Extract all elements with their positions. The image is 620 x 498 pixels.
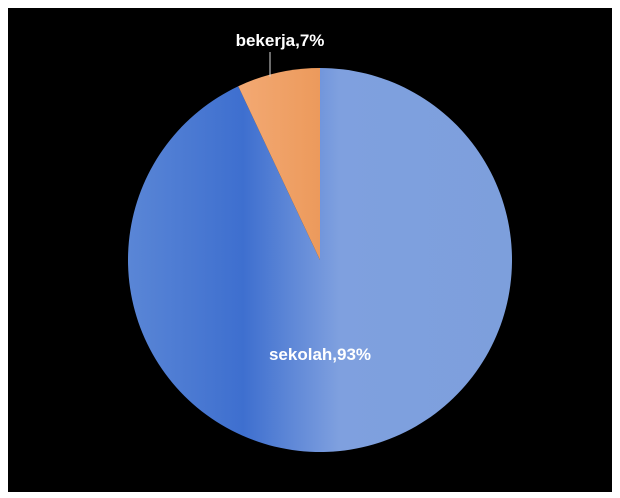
chart-area: sekolah,93% bekerja,7%	[8, 8, 612, 492]
pie-chart: sekolah,93% bekerja,7%	[127, 31, 513, 452]
pie-slice-bekerja	[238, 68, 320, 260]
data-label-sekolah: sekolah,93%	[269, 345, 371, 364]
data-label-bekerja: bekerja,7%	[236, 31, 325, 50]
